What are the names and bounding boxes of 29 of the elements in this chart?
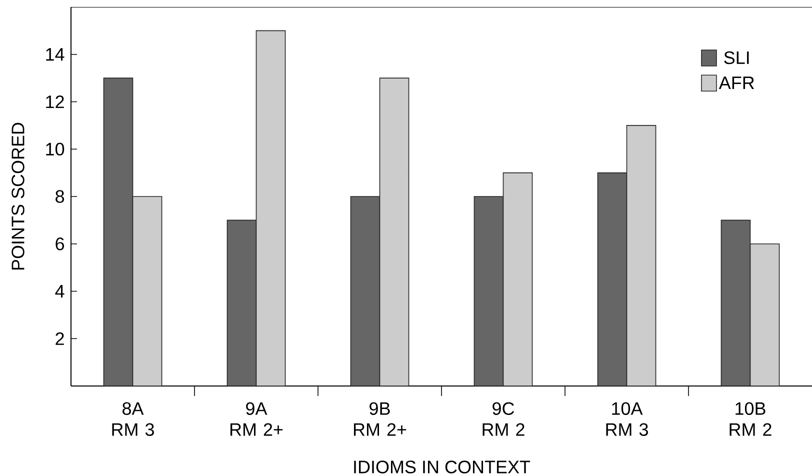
- bar: [474, 196, 504, 386]
- y-tick-label: 4: [55, 285, 64, 298]
- y-tick-label: 8: [56, 190, 64, 203]
- y-tick-label: 6: [56, 238, 64, 250]
- y-axis-title: POINTS SCORED: [12, 122, 24, 270]
- bar: [256, 30, 286, 386]
- x-tick-label: 9A RM 2+: [230, 402, 283, 436]
- legend-label: AFR: [718, 76, 754, 89]
- y-tick-label: 12: [46, 95, 64, 108]
- bar: [350, 196, 380, 386]
- bar: [720, 220, 751, 386]
- bar: [750, 243, 780, 386]
- x-tick-label: 9C RM 2: [482, 402, 524, 436]
- y-tick-label: 2: [56, 332, 64, 345]
- x-tick-label: 8A RM 3: [112, 402, 154, 436]
- bar: [132, 196, 162, 386]
- y-tick-label: 14: [46, 48, 64, 61]
- bar: [103, 78, 134, 386]
- legend-label: SLI: [724, 51, 749, 64]
- x-axis-title: IDIOMS IN CONTEXT: [354, 460, 530, 474]
- y-tick-label: 10: [46, 142, 64, 156]
- bar: [502, 172, 533, 386]
- bar: [226, 220, 257, 386]
- bar: [379, 78, 410, 386]
- bar: [597, 172, 628, 386]
- bar: [626, 125, 656, 386]
- x-tick-label: 10A RM 3: [606, 402, 648, 436]
- x-tick-label: 9B RM 2+: [354, 402, 406, 436]
- x-tick-label: 10B RM 2: [730, 402, 772, 436]
